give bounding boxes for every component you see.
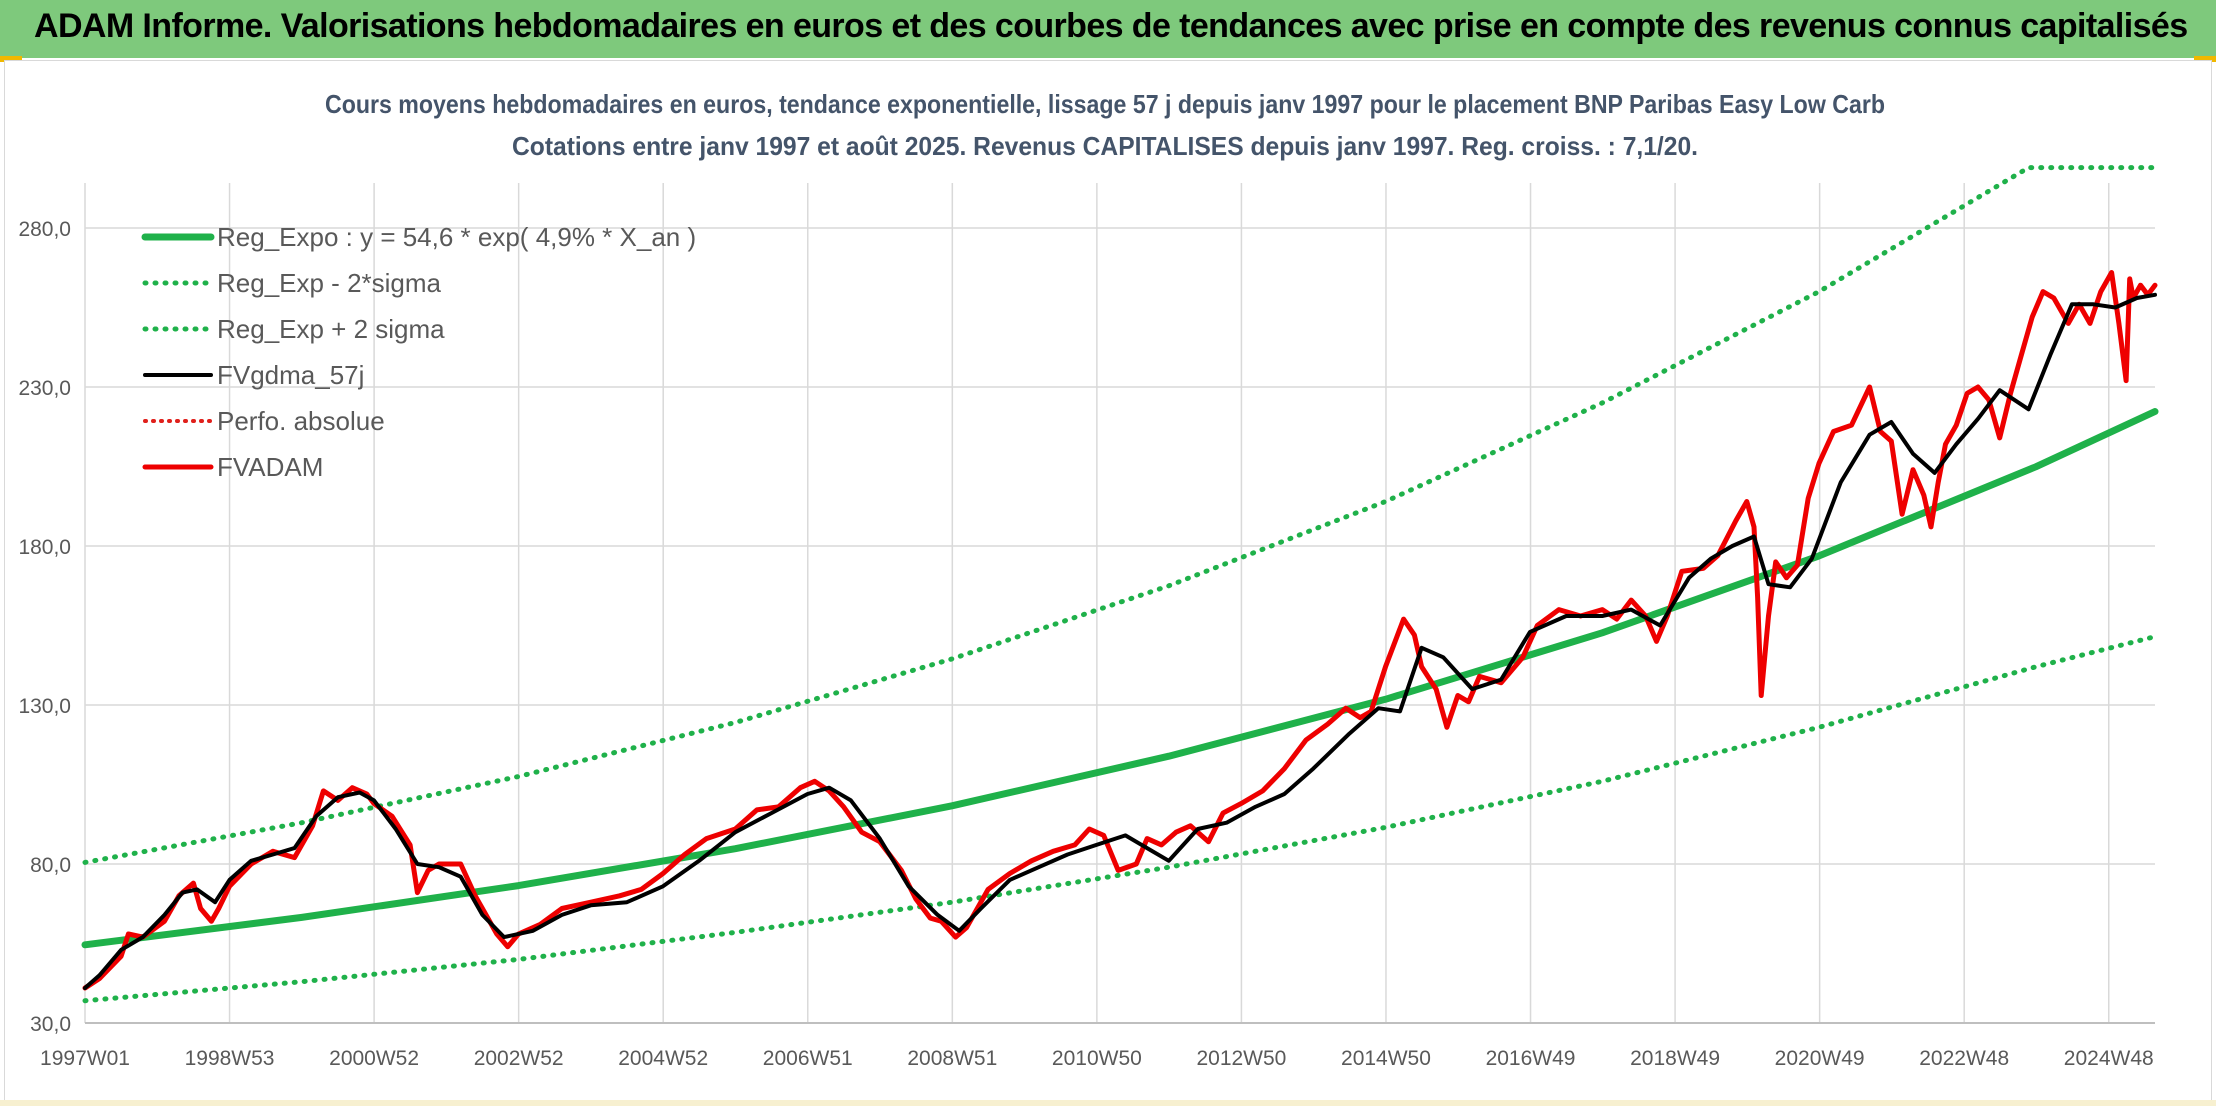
x-tick-label: 2012W50 [1196,1047,1286,1070]
series-line-3 [83,292,2157,990]
legend-label: Perfo. absolue [217,406,385,436]
bottom-strip [0,1100,2216,1106]
x-tick-label: 2020W49 [1775,1047,1865,1070]
legend-label: Reg_Exp + 2 sigma [217,314,445,344]
x-tick-label: 2014W50 [1341,1047,1431,1070]
x-tick-label: 2006W51 [763,1047,853,1070]
chart-frame: 30,0 80,0 130,0 180,0 230,0 280,0 1997W01 1998W… [4,60,2212,1102]
axis-layer: 30,0 80,0 130,0 180,0 230,0 280,0 1997W01 1998W… [18,218,2155,1070]
x-tick-label: 2018W49 [1630,1047,1720,1070]
series-line-5 [82,270,2158,991]
x-tick-label: 2022W48 [1919,1047,2009,1070]
grid-layer [84,183,2155,1024]
chart-legend: Reg_Expo : y = 54,6 * exp( 4,9% * X_an )… [141,222,696,482]
series-layer [81,165,2159,1004]
price-trend-chart: 30,0 80,0 130,0 180,0 230,0 280,0 1997W01 1998W… [18,89,2159,1070]
y-tick-label: 130,0 [18,695,71,718]
series-line-0 [81,408,2159,949]
x-tick-label: 2000W52 [329,1047,419,1070]
x-tick-label: 2002W52 [474,1047,564,1070]
y-tick-label: 280,0 [18,218,71,241]
banner-corner-left [0,56,22,62]
x-tick-label: 2024W48 [2064,1047,2154,1070]
legend-label: Reg_Expo : y = 54,6 * exp( 4,9% * X_an ) [217,222,696,252]
y-tick-label: 230,0 [18,377,71,400]
report-title: ADAM Informe. Valorisations hebdomadaire… [34,7,2188,45]
legend-label: FVgdma_57j [217,360,364,390]
y-tick-label: 30,0 [30,1013,71,1036]
y-tick-label: 180,0 [18,536,71,559]
legend-label: Reg_Exp - 2*sigma [217,268,442,298]
x-tick-label: 2016W49 [1486,1047,1576,1070]
series-line-2 [82,165,2158,865]
banner-corner-right [2194,56,2216,62]
x-tick-label: 1997W01 [40,1047,130,1070]
x-tick-label: 2010W50 [1052,1047,1142,1070]
x-tick-label: 1998W53 [185,1047,275,1070]
chart-title: Cours moyens hebdomadaires en euros, ten… [325,89,1885,119]
report-banner: ADAM Informe. Valorisations hebdomadaire… [0,0,2216,58]
series-line-1 [82,634,2158,1004]
legend-label: FVADAM [217,452,323,482]
x-tick-label: 2008W51 [907,1047,997,1070]
y-tick-label: 80,0 [30,854,71,877]
chart-subtitle: Cotations entre janv 1997 et août 2025. … [512,131,1698,161]
x-tick-label: 2004W52 [618,1047,708,1070]
